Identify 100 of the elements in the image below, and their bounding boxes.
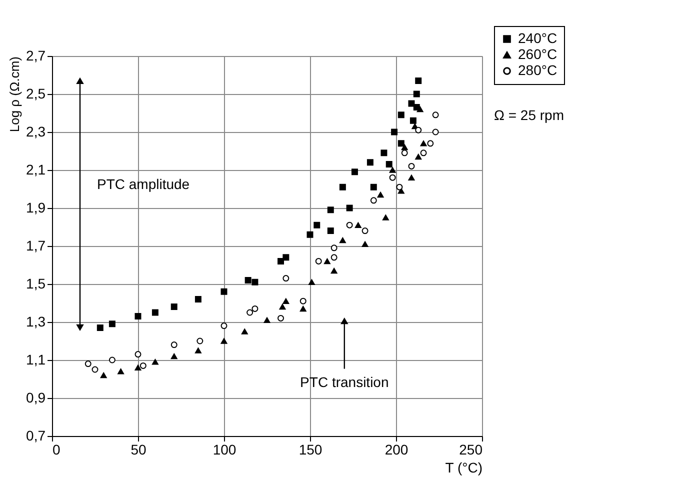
point	[354, 222, 362, 228]
point	[100, 372, 107, 378]
point	[327, 228, 334, 234]
y-tick-label: 1,5	[26, 276, 46, 292]
point	[279, 304, 286, 310]
point	[118, 368, 124, 374]
point	[420, 140, 427, 146]
point	[196, 338, 204, 344]
point	[370, 184, 377, 190]
y-tick-label: 2,7	[26, 48, 46, 64]
y-tick-label: 1,3	[26, 314, 46, 330]
point	[389, 167, 396, 173]
point	[315, 258, 322, 264]
point	[282, 275, 290, 282]
point	[401, 150, 408, 156]
point	[194, 348, 202, 354]
point	[339, 237, 346, 244]
point	[282, 298, 290, 304]
point	[346, 204, 353, 212]
point	[246, 309, 254, 316]
point	[170, 304, 178, 310]
x-tick-label: 250	[459, 442, 483, 458]
point	[92, 366, 98, 373]
point	[389, 174, 396, 181]
legend-label: 280°C	[518, 62, 558, 78]
x-tick-label: 150	[298, 442, 322, 458]
point	[351, 168, 358, 176]
y-tick-label: 0,7	[26, 428, 46, 444]
x-tick-label: 0	[52, 442, 60, 458]
legend-label: 260°C	[518, 46, 558, 62]
point	[306, 231, 314, 238]
point	[330, 254, 338, 261]
point	[308, 279, 315, 285]
point	[220, 322, 228, 330]
point	[220, 338, 228, 344]
point	[339, 184, 346, 190]
point	[314, 222, 320, 228]
y-tick-label: 1,9	[26, 200, 46, 216]
point	[96, 324, 104, 331]
point	[300, 298, 306, 304]
point	[278, 258, 284, 264]
annotation: PTC transition	[300, 374, 389, 390]
x-tick-label: 100	[212, 442, 236, 458]
point	[170, 342, 178, 348]
point	[134, 351, 142, 358]
point	[278, 314, 284, 322]
point	[152, 359, 158, 365]
point	[420, 150, 427, 156]
y-tick-label: 2,3	[26, 124, 46, 140]
point	[432, 112, 439, 118]
point	[324, 258, 330, 264]
point	[415, 77, 422, 84]
point	[362, 228, 368, 234]
point	[252, 305, 258, 312]
x-axis-title: T (°C)	[445, 460, 482, 476]
y-tick-label: 2,1	[26, 162, 46, 178]
y-tick-label: 0,9	[26, 390, 46, 406]
point	[391, 128, 398, 136]
point	[84, 360, 92, 368]
point	[427, 140, 434, 147]
point	[241, 328, 248, 334]
point	[264, 317, 270, 323]
point	[398, 112, 404, 118]
point	[244, 276, 252, 284]
point	[416, 106, 424, 112]
point	[380, 150, 388, 156]
point	[415, 126, 422, 134]
y-tick-label: 2,5	[26, 86, 46, 102]
annotation: PTC amplitude	[97, 176, 190, 192]
point	[194, 296, 202, 302]
y-tick-label: 1,7	[26, 238, 46, 254]
text: Ω = 25 rpm	[494, 107, 564, 123]
point	[396, 184, 403, 190]
y-tick-label: 1,1	[26, 352, 46, 368]
point	[134, 313, 142, 320]
point	[252, 278, 258, 286]
point	[327, 206, 334, 214]
point	[382, 214, 389, 220]
x-tick-label: 50	[130, 442, 146, 458]
point	[432, 128, 439, 136]
point	[152, 309, 158, 316]
point	[170, 353, 178, 360]
y-axis-title: Log ρ (Ω.cm)	[7, 56, 22, 132]
point	[366, 159, 374, 166]
point	[401, 144, 408, 150]
point	[410, 117, 416, 124]
point	[415, 154, 422, 160]
point	[398, 188, 404, 194]
point	[108, 320, 116, 328]
point	[386, 161, 392, 168]
point	[140, 362, 146, 369]
point	[413, 90, 420, 98]
point	[346, 222, 353, 228]
x-tick-label: 200	[384, 442, 408, 458]
point	[330, 244, 338, 252]
point	[398, 140, 404, 147]
point	[362, 241, 368, 247]
point	[282, 254, 290, 261]
point	[220, 288, 228, 295]
point	[330, 268, 338, 274]
